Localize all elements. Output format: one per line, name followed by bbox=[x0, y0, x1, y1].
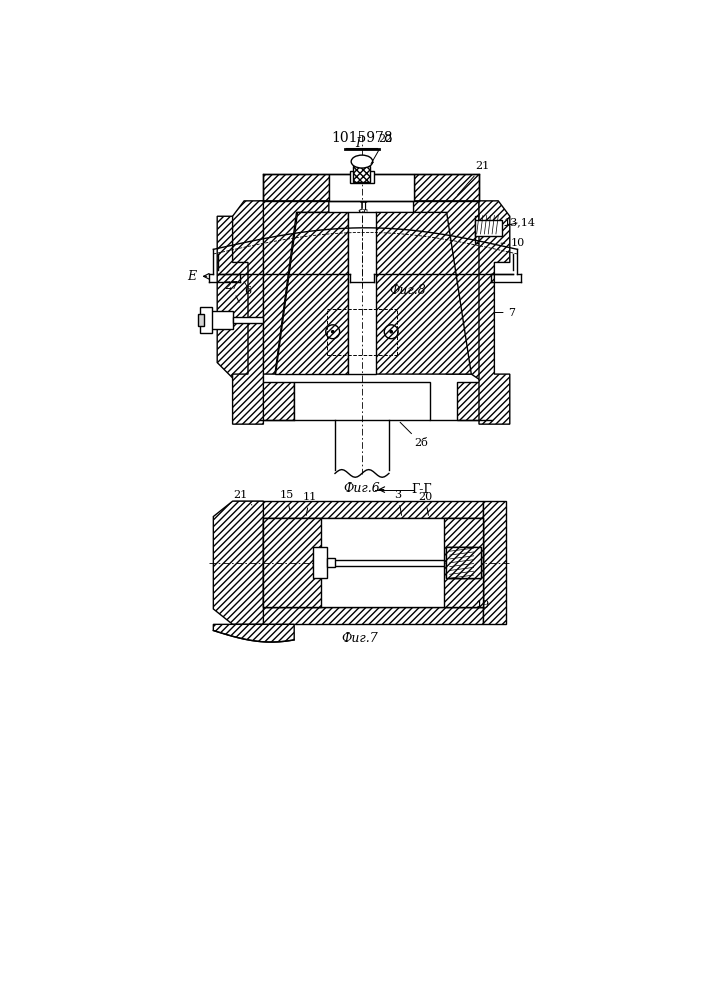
Polygon shape bbox=[321, 560, 444, 566]
Polygon shape bbox=[217, 216, 264, 378]
Polygon shape bbox=[233, 501, 483, 518]
Text: E: E bbox=[187, 270, 197, 283]
Text: 1015978: 1015978 bbox=[331, 131, 393, 145]
Polygon shape bbox=[313, 557, 321, 569]
Polygon shape bbox=[214, 501, 264, 624]
Polygon shape bbox=[233, 317, 264, 323]
Polygon shape bbox=[275, 212, 348, 374]
Text: 19: 19 bbox=[476, 600, 490, 610]
Text: Д: Д bbox=[359, 201, 368, 211]
Circle shape bbox=[332, 331, 334, 333]
Text: 27: 27 bbox=[224, 281, 239, 302]
Polygon shape bbox=[475, 216, 502, 243]
Text: 13,14: 13,14 bbox=[504, 217, 536, 227]
Polygon shape bbox=[446, 547, 481, 578]
Text: 22: 22 bbox=[371, 134, 392, 164]
Text: 3: 3 bbox=[395, 490, 402, 515]
Polygon shape bbox=[350, 171, 374, 183]
Polygon shape bbox=[264, 174, 329, 201]
Polygon shape bbox=[446, 547, 481, 578]
Text: 15: 15 bbox=[279, 490, 293, 510]
Polygon shape bbox=[313, 547, 327, 578]
Text: 21: 21 bbox=[457, 161, 490, 195]
Text: I: I bbox=[356, 137, 361, 150]
Polygon shape bbox=[275, 212, 447, 374]
Polygon shape bbox=[479, 201, 510, 424]
Ellipse shape bbox=[351, 155, 373, 168]
Polygon shape bbox=[376, 212, 472, 374]
Text: Фиг.8: Фиг.8 bbox=[390, 284, 426, 297]
Polygon shape bbox=[259, 201, 329, 382]
Text: 7: 7 bbox=[495, 308, 515, 318]
Polygon shape bbox=[327, 558, 335, 567]
Polygon shape bbox=[198, 314, 204, 326]
Polygon shape bbox=[448, 547, 475, 578]
Polygon shape bbox=[259, 382, 294, 420]
Text: 11: 11 bbox=[303, 492, 317, 515]
Polygon shape bbox=[294, 382, 431, 420]
Polygon shape bbox=[348, 212, 376, 374]
Text: 20: 20 bbox=[418, 492, 432, 515]
Text: Фиг.6: Фиг.6 bbox=[344, 482, 380, 495]
Polygon shape bbox=[214, 624, 294, 642]
Polygon shape bbox=[264, 518, 483, 607]
Polygon shape bbox=[354, 166, 370, 182]
Polygon shape bbox=[264, 518, 321, 607]
Polygon shape bbox=[414, 201, 483, 382]
Polygon shape bbox=[329, 174, 414, 201]
Polygon shape bbox=[233, 607, 483, 624]
Polygon shape bbox=[444, 518, 483, 607]
Text: Фиг.7: Фиг.7 bbox=[341, 632, 378, 645]
Polygon shape bbox=[414, 174, 479, 201]
Polygon shape bbox=[200, 307, 212, 333]
Polygon shape bbox=[457, 382, 492, 420]
Polygon shape bbox=[483, 501, 506, 624]
Polygon shape bbox=[209, 311, 233, 329]
Polygon shape bbox=[233, 201, 264, 424]
Text: 21: 21 bbox=[233, 490, 252, 505]
Text: 2б: 2б bbox=[400, 422, 428, 448]
Polygon shape bbox=[475, 220, 502, 235]
Text: Г-Г: Г-Г bbox=[411, 483, 431, 496]
Circle shape bbox=[390, 331, 392, 333]
Text: 6: 6 bbox=[245, 286, 252, 296]
Text: 10: 10 bbox=[501, 238, 525, 248]
